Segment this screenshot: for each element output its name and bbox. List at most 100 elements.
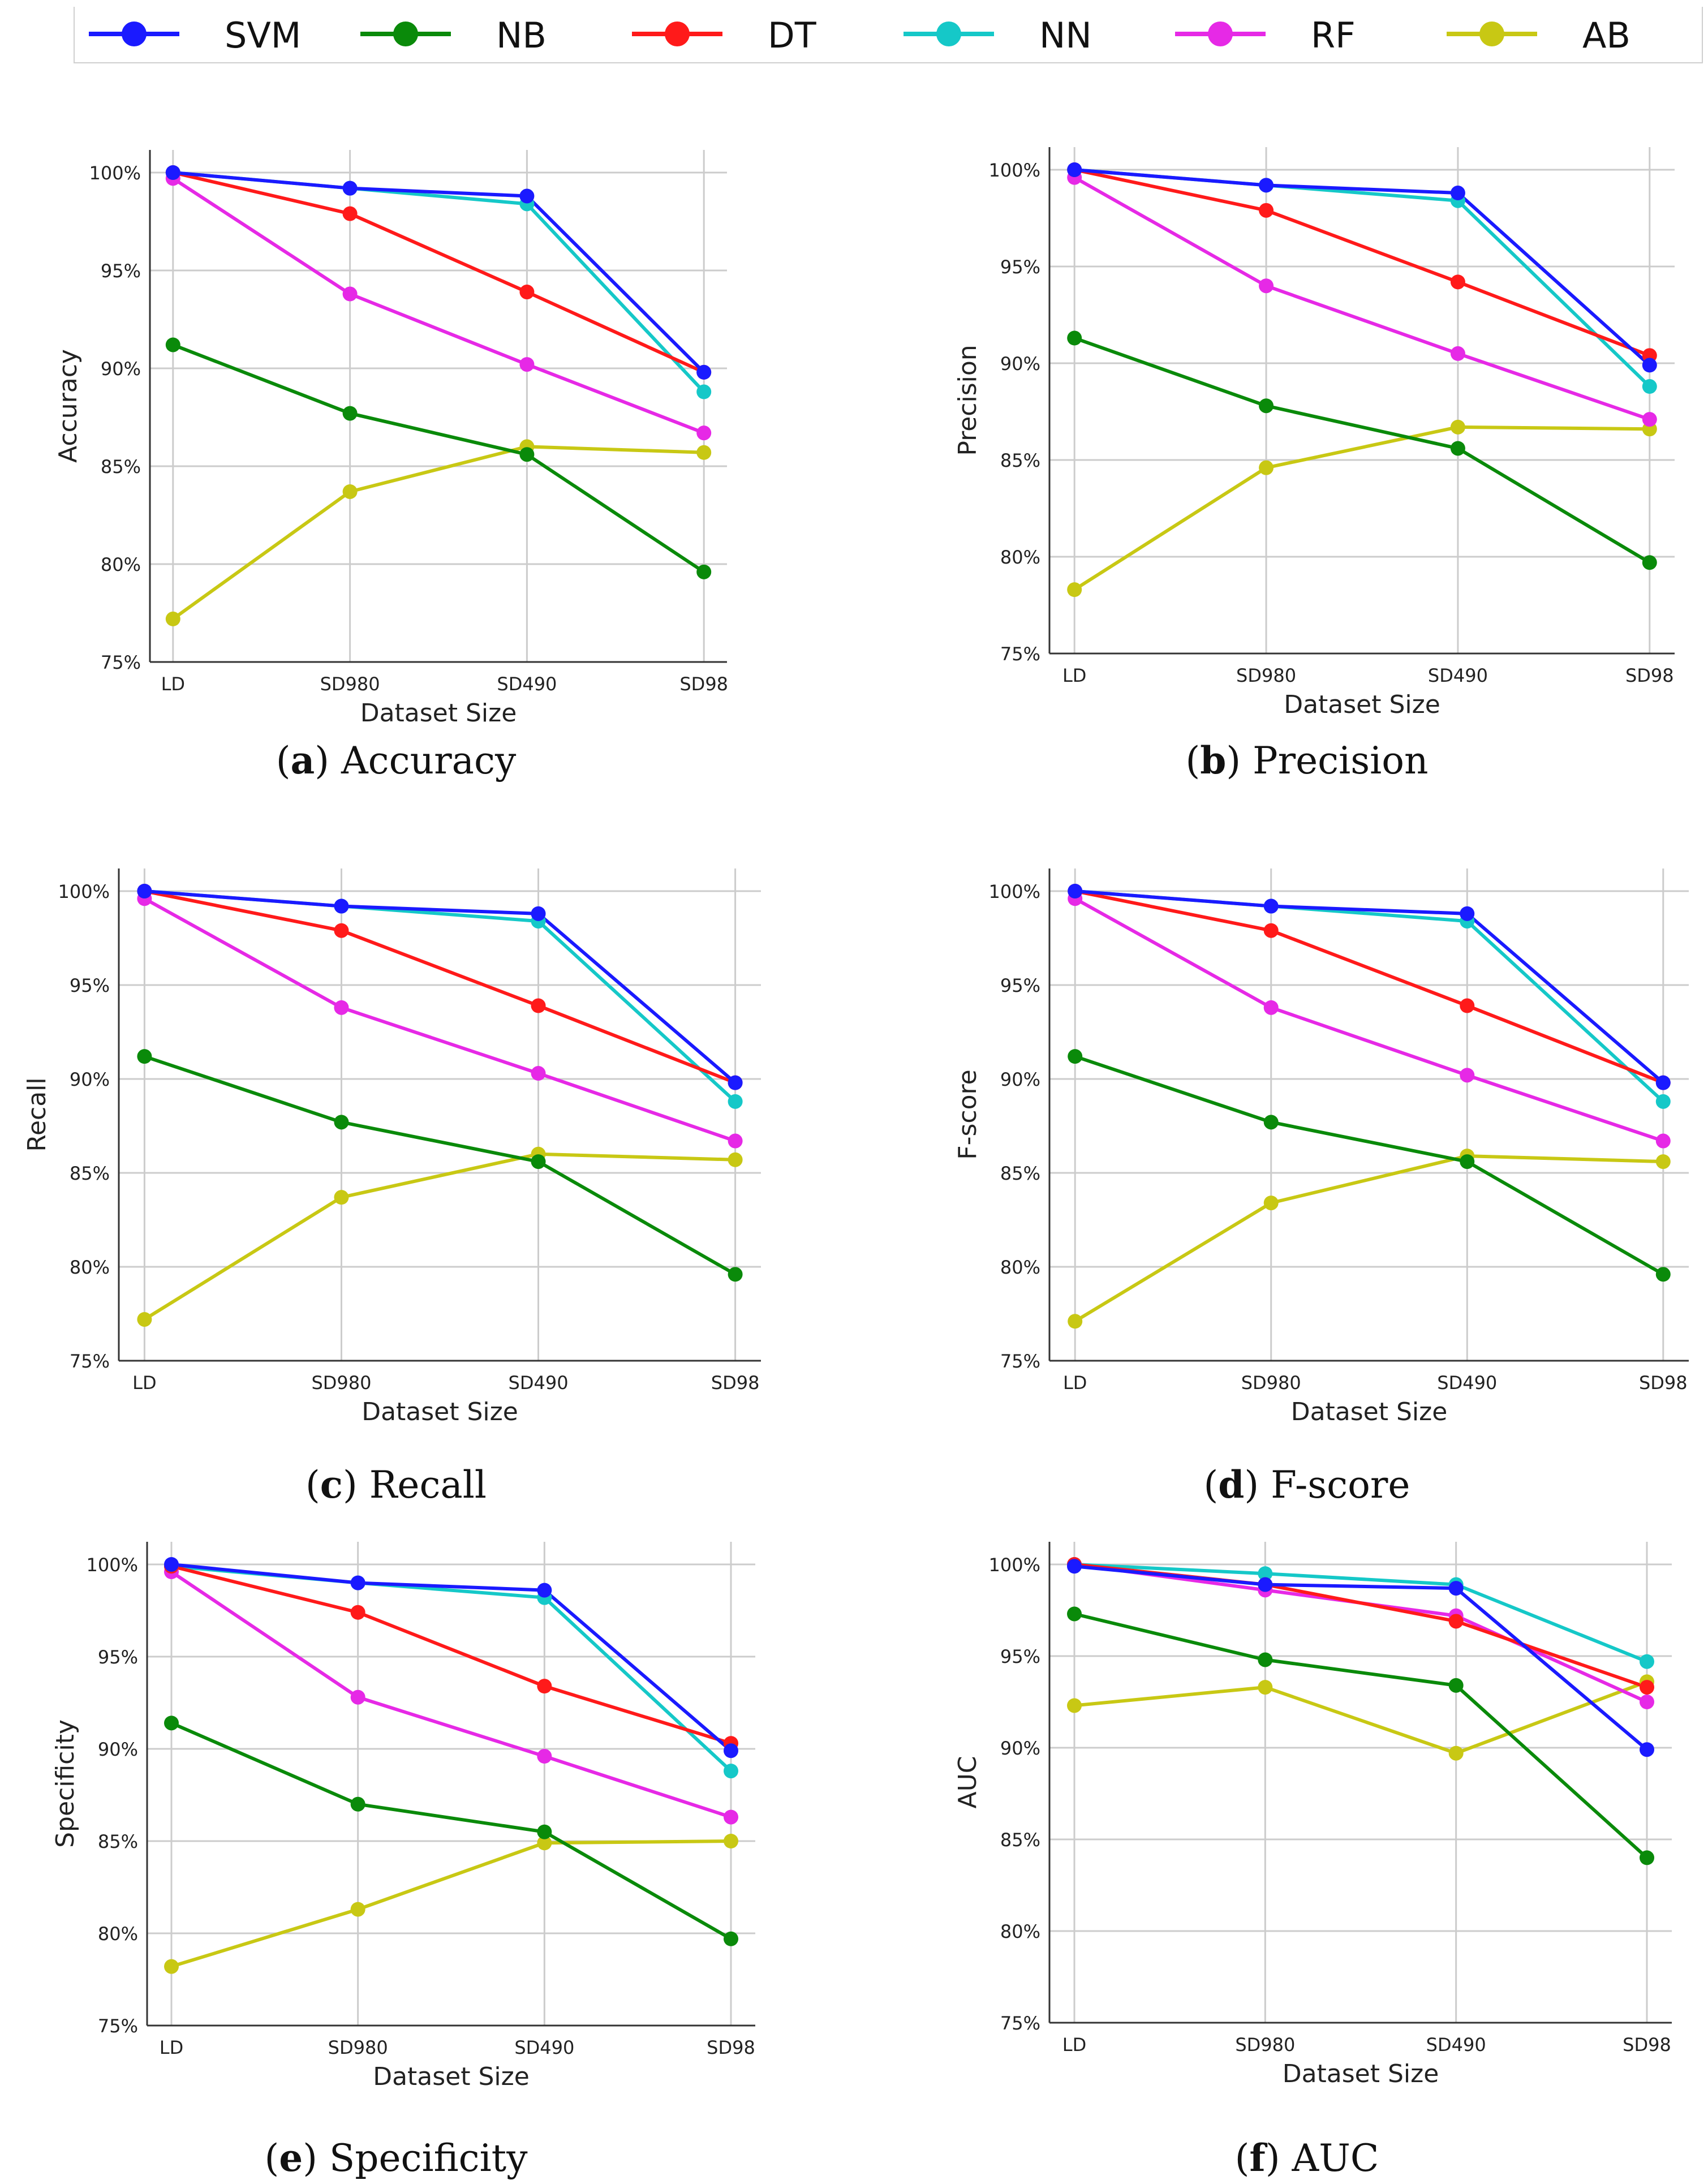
y-tick-label: 100%	[87, 1554, 138, 1576]
y-tick-label: 95%	[101, 260, 141, 282]
caption-letter: f	[1249, 2136, 1266, 2180]
y-tick-label: 80%	[70, 1257, 110, 1278]
series-line-ab	[1074, 1154, 1663, 1323]
data-point-dt	[1448, 1614, 1464, 1629]
series-line-nn	[1074, 168, 1651, 388]
data-point-svm	[696, 364, 712, 380]
y-tick-label: 90%	[98, 1739, 138, 1760]
x-axis-title: Dataset Size	[1284, 690, 1440, 719]
y-tick-label: 85%	[1000, 1829, 1040, 1851]
y-tick-label: 75%	[98, 2015, 138, 2037]
x-tick-label: SD98	[1639, 1372, 1688, 1394]
series-line-rf	[1074, 897, 1664, 1143]
series-line-rf	[1073, 176, 1650, 422]
caption-recall: (c) Recall	[306, 1463, 487, 1507]
legend-svg: SVM NB DT NN RF AB	[89, 15, 1630, 56]
x-tick-label: SD980	[1235, 2034, 1295, 2056]
data-point-dt	[334, 923, 349, 938]
data-point-ab	[724, 1834, 738, 1848]
series-line-svm	[1074, 889, 1664, 1084]
data-point-nb	[531, 1154, 546, 1169]
data-point-svm	[1460, 906, 1475, 921]
data-point-ab	[1450, 419, 1465, 435]
data-point-rf	[1263, 1000, 1279, 1015]
data-point-svm	[350, 1575, 365, 1590]
series-line-ab	[1074, 1680, 1648, 1755]
series-line-nn	[1074, 889, 1664, 1103]
x-tick-label: LD	[1063, 1372, 1087, 1394]
x-axis-title: Dataset Size	[1291, 1398, 1448, 1426]
series-line-nb	[1074, 1612, 1649, 1859]
data-point-nn	[1642, 379, 1657, 394]
y-tick-label: 90%	[101, 358, 141, 380]
x-tick-label: SD490	[497, 673, 557, 695]
data-point-ab	[1258, 1680, 1273, 1695]
y-tick-label: 95%	[1000, 1646, 1040, 1667]
caption-text: Precision	[1253, 739, 1429, 782]
x-axis-title: Dataset Size	[373, 2062, 530, 2091]
x-tick-label: LD	[1062, 2034, 1086, 2056]
series-line-nb	[1074, 336, 1651, 564]
data-point-nb	[1655, 1267, 1671, 1282]
data-point-ab	[537, 1835, 552, 1851]
x-tick-label: SD980	[320, 673, 380, 695]
data-point-dt	[1259, 203, 1274, 218]
chart-recall-svg: 75% 80% 85% 90% 95% 100% LD SD980 SD490 SD98 Datas…	[23, 868, 761, 1426]
legend-marker-ab	[1479, 22, 1504, 46]
legend-label-dt: DT	[768, 15, 817, 56]
data-point-nn	[1258, 1566, 1273, 1581]
x-axis-title: Dataset Size	[362, 1398, 518, 1426]
series-line-nb	[1074, 1055, 1664, 1276]
legend-label-nb: NB	[496, 15, 547, 56]
data-point-nb	[1259, 398, 1274, 414]
series-line-dt	[1074, 168, 1650, 358]
data-point-ab	[165, 611, 180, 626]
chart-specificity-svg: 75% 80% 85% 90% 95% 100% LD SD980 SD490 SD98 Datas…	[51, 1542, 755, 2091]
y-tick-label: 100%	[58, 881, 110, 902]
y-tick-label: 85%	[1000, 450, 1040, 471]
y-tick-label: 80%	[1000, 1921, 1040, 1942]
series-line-rf	[143, 897, 736, 1143]
y-axis-title: AUC	[953, 1756, 982, 1808]
data-point-svm	[137, 884, 152, 898]
series-line-nb	[170, 1721, 732, 1941]
caption-text: Accuracy	[341, 739, 517, 782]
caption-fscore: (d) F-score	[1203, 1463, 1410, 1507]
data-point-dt	[350, 1605, 365, 1620]
x-axis-title: Dataset Size	[360, 699, 517, 728]
data-point-svm	[1655, 1075, 1671, 1090]
data-point-nb	[1258, 1652, 1273, 1667]
y-tick-label: 90%	[70, 1069, 110, 1090]
x-tick-label: LD	[1062, 665, 1086, 686]
y-axis-title: Recall	[23, 1077, 51, 1151]
legend-label-nn: NN	[1039, 15, 1092, 56]
y-tick-label: 75%	[1000, 2013, 1040, 2034]
data-point-svm	[728, 1075, 743, 1090]
y-tick-label: 100%	[989, 160, 1040, 181]
y-axis-title: Precision	[953, 345, 982, 455]
y-tick-label: 90%	[1000, 353, 1040, 375]
data-point-svm	[165, 165, 180, 180]
data-point-rf	[537, 1749, 552, 1764]
data-point-svm	[334, 898, 349, 914]
x-tick-label: SD490	[514, 2037, 574, 2058]
chart-precision: 75% 80% 85% 90% 95% 100% LD SD980 SD490 SD98 Datas…	[911, 124, 1703, 786]
data-point-rf	[1259, 278, 1274, 294]
caption-accuracy: (a) Accuracy	[276, 738, 517, 782]
data-point-nb	[137, 1049, 152, 1064]
chart-specificity: 75% 80% 85% 90% 95% 100% LD SD980 SD490 SD98 Datas…	[0, 1528, 792, 2180]
data-point-rf	[696, 425, 712, 441]
data-point-dt	[1263, 923, 1279, 938]
chart-fscore-svg: 75% 80% 85% 90% 95% 100% LD SD980 SD490 SD98 Datas…	[953, 868, 1689, 1426]
x-tick-label: SD490	[1437, 1372, 1497, 1394]
data-point-rf	[728, 1133, 743, 1149]
data-point-ab	[164, 1959, 179, 1974]
data-point-nb	[1450, 441, 1465, 456]
data-point-nb	[342, 406, 358, 421]
data-point-svm	[1068, 884, 1083, 898]
y-tick-label: 85%	[1000, 1163, 1040, 1184]
y-tick-label: 95%	[98, 1646, 138, 1668]
y-tick-label: 90%	[1000, 1738, 1040, 1759]
data-point-rf	[1450, 346, 1465, 361]
y-tick-label: 95%	[1000, 256, 1040, 278]
